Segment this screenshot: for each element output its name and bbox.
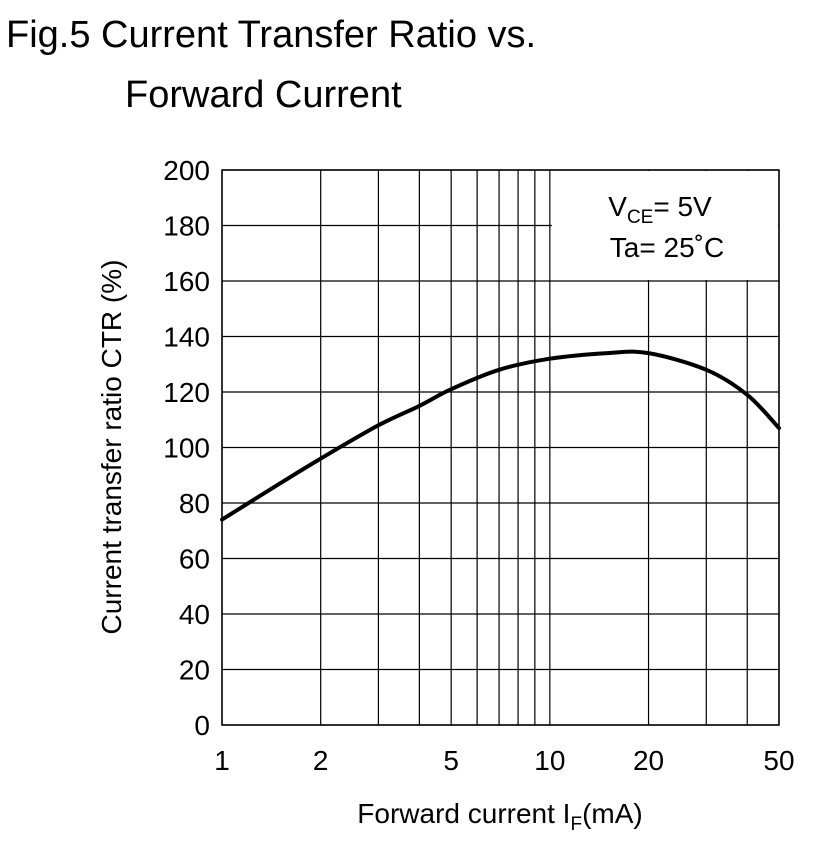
y-tick-label: 140 [163,322,210,353]
y-tick-label: 20 [179,655,210,686]
x-tick-label: 5 [443,745,459,776]
condition-ta: Ta= 25˚C [610,232,724,263]
condition-vce-symbol: V [608,191,627,222]
y-tick-label: 40 [179,599,210,630]
condition-vce: VCE= 5V [608,191,712,228]
y-tick-label: 180 [163,211,210,242]
y-tick-label: 200 [163,155,210,186]
x-axis-label: Forward current IF(mA) [357,798,642,835]
y-tick-label: 120 [163,377,210,408]
plot-frame [221,169,780,726]
y-tick-label: 100 [163,433,210,464]
x-axis-label-text: Forward current I [357,798,570,829]
condition-vce-value: = 5V [653,191,712,222]
chart-title-line-1: Fig.5 Current Transfer Ratio vs. [6,14,537,56]
y-axis-label: Current transfer ratio CTR (%) [96,260,127,635]
x-axis-label-unit: (mA) [582,798,643,829]
y-tick-labels: 0 20 40 60 80 100 120 140 160 180 200 [163,155,210,741]
x-tick-label: 10 [534,745,565,776]
x-tick-label: 20 [633,745,664,776]
condition-vce-subscript: CE [627,207,653,228]
series-line [220,349,781,522]
y-tick-label: 160 [163,266,210,297]
y-tick-label: 80 [179,488,210,519]
x-tick-labels: 1 2 5 10 20 50 [214,745,794,776]
x-tick-label: 1 [214,745,230,776]
conditions-box [551,171,778,280]
y-tick-label: 0 [194,710,210,741]
x-axis-label-subscript: F [570,814,582,835]
chart-title-line-2: Forward Current [125,74,402,116]
x-tick-label: 2 [313,745,329,776]
x-tick-label: 50 [763,745,794,776]
y-tick-label: 60 [179,544,210,575]
